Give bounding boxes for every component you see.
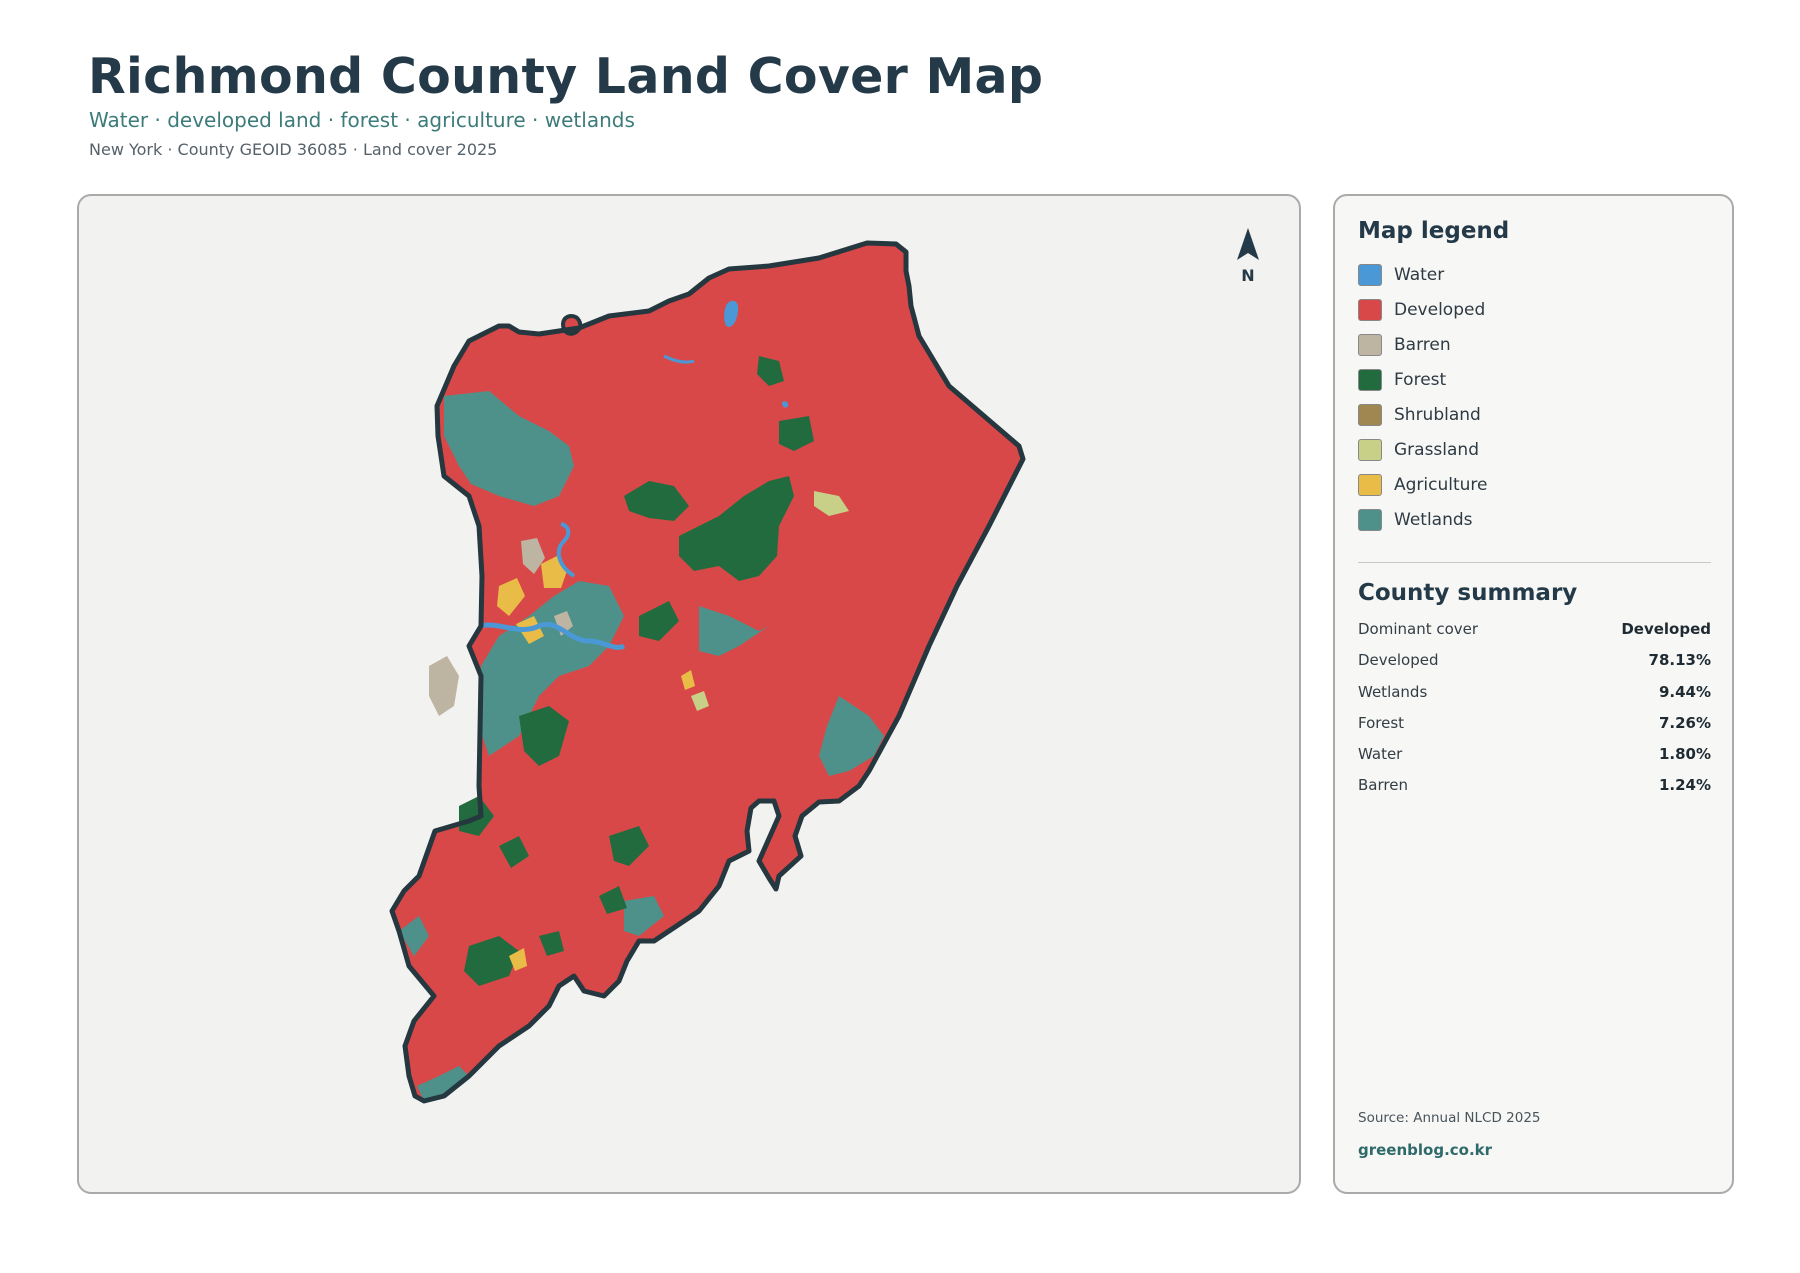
map-panel[interactable]: N — [77, 194, 1301, 1194]
legend-label: Agriculture — [1394, 475, 1488, 495]
summary-label: Water — [1358, 745, 1403, 764]
barren-patch — [429, 656, 459, 716]
summary-value: 9.44% — [1658, 682, 1711, 701]
grassland-patch — [814, 491, 849, 516]
barren-patch — [521, 538, 545, 574]
summary-value: 78.13% — [1648, 651, 1711, 670]
summary-label: Forest — [1358, 713, 1405, 732]
legend-label: Water — [1394, 265, 1445, 285]
legend-label: Shrubland — [1394, 405, 1481, 425]
wetland-patch — [399, 916, 429, 956]
forest-patch — [599, 886, 627, 914]
forest-patch — [464, 936, 519, 986]
legend-swatch — [1358, 369, 1382, 391]
summary-title: County summary — [1358, 580, 1578, 606]
brand-link[interactable]: greenblog.co.kr — [1358, 1141, 1493, 1159]
legend-label: Forest — [1394, 370, 1447, 390]
water-body — [782, 401, 789, 408]
wetland-patch — [819, 696, 884, 776]
wetland-patch — [699, 606, 769, 656]
north-arrow-icon — [1237, 228, 1259, 260]
wetland-patch — [444, 391, 574, 506]
legend-label: Grassland — [1394, 440, 1479, 460]
wetland-patch — [624, 896, 664, 936]
summary-row: Barren 1.24% — [1358, 776, 1711, 807]
legend-swatch — [1358, 509, 1382, 531]
islet-outline — [561, 313, 583, 336]
grassland-patch — [691, 691, 709, 711]
forest-patch — [757, 356, 784, 386]
water-body — [724, 300, 739, 328]
wetland-patch — [479, 581, 624, 756]
forest-patch — [639, 601, 679, 641]
legend-label: Wetlands — [1394, 510, 1473, 530]
legend-swatch — [1358, 439, 1382, 461]
water-channel — [663, 354, 695, 364]
page-title: Richmond County Land Cover Map — [88, 48, 1044, 105]
north-arrow: N — [1228, 226, 1268, 286]
side-panel: Map legend Water Developed Barren Forest Shr… — [1333, 194, 1734, 1194]
land-cover-map[interactable] — [79, 196, 1301, 1194]
agriculture-patch — [681, 670, 695, 690]
forest-patch — [779, 416, 814, 451]
barren-patch — [554, 611, 573, 636]
legend-swatch — [1358, 264, 1382, 286]
wetland-patch — [417, 1066, 469, 1101]
summary-label: Developed — [1358, 651, 1439, 670]
page-meta: New York · County GEOID 36085 · Land cov… — [89, 140, 498, 159]
summary-value: 7.26% — [1658, 713, 1711, 732]
summary-row: Dominant cover Developed — [1358, 620, 1711, 651]
legend-label: Barren — [1394, 335, 1451, 355]
legend-title: Map legend — [1358, 218, 1510, 244]
summary-value: 1.80% — [1658, 745, 1711, 764]
page-subtitle: Water · developed land · forest · agricu… — [89, 108, 635, 132]
forest-patch — [499, 836, 529, 868]
county-summary: Dominant cover Developed Developed 78.13% We… — [1358, 620, 1711, 808]
legend-label: Developed — [1394, 300, 1486, 320]
summary-label: Dominant cover — [1358, 620, 1479, 638]
agriculture-patch — [497, 578, 525, 616]
summary-label: Barren — [1358, 776, 1408, 795]
summary-row: Forest 7.26% — [1358, 714, 1711, 745]
water-channel — [556, 522, 576, 578]
forest-patch — [624, 481, 689, 521]
forest-patch — [539, 931, 564, 956]
summary-label: Wetlands — [1358, 682, 1428, 701]
summary-row: Water 1.80% — [1358, 745, 1711, 776]
forest-patch — [679, 476, 794, 581]
source-note: Source: Annual NLCD 2025 — [1358, 1110, 1541, 1126]
summary-row: Wetlands 9.44% — [1358, 683, 1711, 714]
summary-row: Developed 78.13% — [1358, 651, 1711, 682]
legend-swatch — [1358, 404, 1382, 426]
forest-patch — [609, 826, 649, 866]
legend-swatch — [1358, 334, 1382, 356]
agriculture-patch — [509, 948, 527, 971]
summary-value: Developed — [1621, 620, 1711, 638]
county-outline — [389, 240, 1026, 1104]
legend-swatch — [1358, 299, 1382, 321]
north-label: N — [1241, 266, 1255, 285]
forest-patch — [519, 706, 569, 766]
summary-value: 1.24% — [1658, 776, 1711, 795]
divider — [1358, 562, 1711, 563]
water-channel — [478, 621, 626, 650]
legend-swatch — [1358, 474, 1382, 496]
